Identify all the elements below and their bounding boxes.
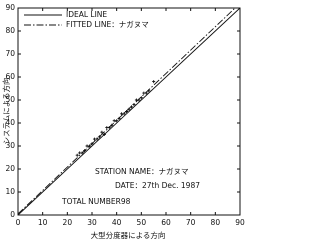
point: [122, 112, 126, 116]
x-tick-label: 50: [137, 218, 147, 227]
legend-label: IDEAL LINE: [66, 10, 107, 19]
y-tick-label: 10: [5, 187, 15, 196]
plot-frame: [17, 7, 241, 216]
point: [152, 80, 156, 84]
x-tick-label: 40: [112, 218, 122, 227]
x-tick-label: 60: [161, 218, 171, 227]
point: [115, 119, 119, 123]
point: [132, 103, 136, 107]
point: [107, 126, 111, 130]
point: [139, 96, 143, 100]
point: [127, 107, 131, 111]
x-tick-label: 80: [211, 218, 221, 227]
point: [88, 144, 92, 148]
point: [80, 151, 84, 155]
annotation: STATION NAME：ナガヌマ: [95, 166, 188, 176]
point: [125, 110, 129, 113]
y-axis-label: システムによる方向: [1, 77, 11, 144]
point: [117, 116, 121, 120]
chart: システムによる方向 大型分度器による方向 STATION NAME：ナガヌマ D…: [1, 3, 245, 240]
line-series: [17, 7, 241, 216]
x-tick-label: 30: [87, 218, 97, 227]
y-tick-label: 20: [5, 164, 15, 173]
point: [100, 130, 104, 134]
y-tick-label: 50: [5, 95, 15, 104]
x-axis-label: 大型分度器による方向: [91, 230, 166, 240]
y-tick-label: 40: [5, 118, 15, 127]
y-tick-label: 80: [5, 26, 15, 35]
point: [95, 137, 99, 141]
y-tick-label: 0: [10, 210, 15, 219]
x-tick-label: 90: [235, 218, 245, 227]
legend-label: FITTED LINE：ナガヌマ: [66, 19, 149, 29]
point: [75, 153, 79, 157]
point: [97, 135, 101, 139]
annotation: DATE：27th Dec. 1987: [115, 181, 200, 190]
point: [110, 123, 114, 127]
point: [144, 91, 148, 95]
y-tick-label: 90: [5, 3, 15, 12]
x-tick-label: 10: [38, 218, 48, 227]
point: [90, 142, 94, 146]
y-tick-label: 30: [5, 141, 15, 150]
point: [147, 89, 151, 93]
y-tick-label: 60: [5, 72, 15, 81]
point: [129, 105, 133, 109]
point: [137, 98, 141, 102]
y-tick-label: 70: [5, 49, 15, 58]
x-tick-label: 70: [186, 218, 196, 227]
annotation: TOTAL NUMBER98: [61, 197, 131, 206]
x-tick-label: 0: [16, 218, 21, 227]
point: [83, 149, 87, 153]
point: [102, 133, 106, 136]
x-tick-label: 20: [63, 218, 73, 227]
